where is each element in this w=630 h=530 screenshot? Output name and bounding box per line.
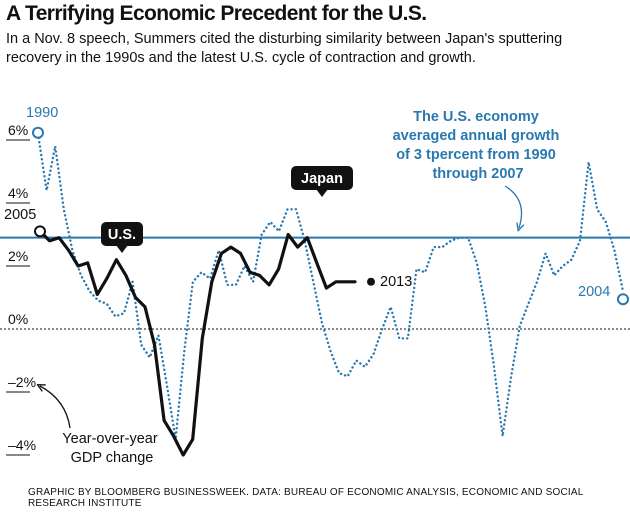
y-tick-label: 2% [8,248,28,264]
us-callout-text: U.S. [108,227,136,243]
axis-caption: Year-over-year GDP change [62,431,161,466]
us-line [38,229,357,457]
us-start-label: 2005 [4,207,36,223]
annotation-line-4: through 2007 [432,166,523,182]
axis-caption-line-2: GDP change [71,450,154,466]
axis-caption-arrow [40,386,71,429]
chart-title: A Terrifying Economic Precedent for the … [6,2,427,25]
us-callout-pointer [116,245,128,253]
annotation-line-3: of 3 tpercent from 1990 [396,147,556,163]
japan-series-group: 1990 2004 Japan [26,105,629,441]
japan-callout-text: Japan [301,171,343,187]
source-note: GRAPHIC BY BLOOMBERG BUSINESSWEEK. DATA:… [28,487,584,509]
japan-end-marker [617,293,629,306]
annotation-line-2: averaged annual growth [393,128,560,144]
y-tick-label: 4% [8,185,28,201]
average-growth-arrow [504,185,522,228]
y-tick-label: –2% [8,374,36,390]
us-end-marker [367,277,375,286]
y-tick-label: 6% [8,122,28,138]
us-series-group: 2005 2013 U.S. [4,207,412,457]
y-tick-label: –4% [8,437,36,453]
japan-callout-box [291,166,353,190]
axis-caption-line-1: Year-over-year [62,431,158,447]
japan-end-label: 2004 [578,284,610,300]
japan-callout: Japan [291,166,353,197]
y-axis: 6% 4% 2% 0% –2% –4% [0,122,630,456]
average-growth-annotation: The U.S. economy averaged annual growth … [393,109,564,182]
japan-line [36,132,625,441]
japan-start-marker [32,126,44,139]
us-start-marker [34,225,46,238]
annotation-line-1: The U.S. economy [413,109,539,125]
chart-subtitle: In a Nov. 8 speech, Summers cited the di… [6,31,563,66]
y-tick-label: 0% [8,311,28,327]
us-end-label: 2013 [380,274,412,290]
japan-callout-pointer [316,189,328,197]
us-callout-box [101,222,143,246]
japan-start-label: 1990 [26,105,58,121]
us-callout: U.S. [101,222,143,253]
